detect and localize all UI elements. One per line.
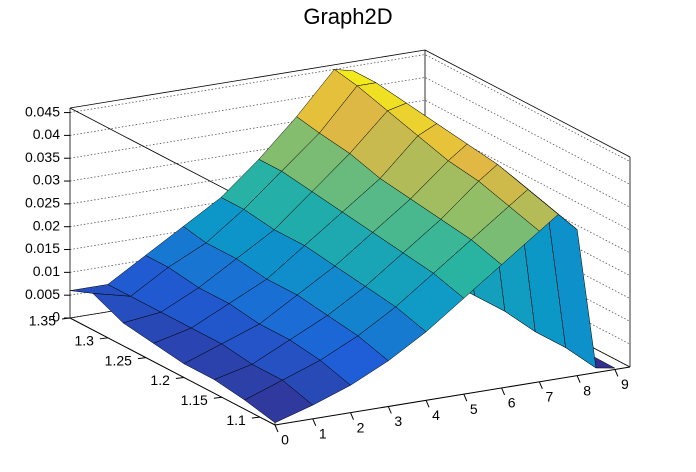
y-tick-label: 1.1 bbox=[226, 412, 246, 428]
y-tick-label: 1.15 bbox=[181, 392, 208, 408]
z-tick-label: 0.03 bbox=[33, 172, 60, 188]
grid-line bbox=[69, 76, 631, 185]
grid-line bbox=[69, 122, 631, 231]
y-tick bbox=[99, 337, 109, 340]
z-tick-label: 0.015 bbox=[25, 240, 60, 256]
y-tick bbox=[175, 376, 184, 379]
x-tick bbox=[501, 387, 506, 396]
z-tick-label: 0 bbox=[52, 309, 60, 325]
grid-line bbox=[69, 99, 631, 208]
x-tick bbox=[350, 412, 354, 420]
z-tick-label: 0.045 bbox=[25, 103, 60, 119]
grid-line bbox=[69, 168, 631, 277]
z-tick-label: 0.01 bbox=[33, 263, 60, 279]
chart-title: Graph2D bbox=[303, 4, 392, 29]
x-tick bbox=[463, 393, 468, 402]
x-tick-label: 3 bbox=[394, 413, 402, 429]
box-edge bbox=[69, 49, 426, 109]
box-edge bbox=[424, 49, 631, 158]
x-tick-label: 0 bbox=[281, 432, 289, 448]
y-axis bbox=[69, 317, 276, 426]
y-tick bbox=[213, 396, 222, 399]
z-tick-label: 0.005 bbox=[25, 286, 60, 302]
x-tick bbox=[425, 400, 430, 408]
x-tick bbox=[576, 375, 581, 383]
x-tick-label: 2 bbox=[357, 419, 365, 435]
x-tick-label: 7 bbox=[545, 389, 553, 405]
y-tick-label: 1.25 bbox=[105, 352, 132, 368]
x-tick bbox=[614, 369, 619, 377]
x-tick bbox=[312, 418, 317, 427]
z-tick-label: 0.04 bbox=[33, 126, 60, 142]
x-tick-label: 4 bbox=[432, 407, 440, 423]
y-tick bbox=[137, 357, 146, 360]
x-tick-label: 1 bbox=[319, 426, 327, 442]
surface-patch bbox=[244, 379, 314, 424]
x-tick bbox=[274, 424, 279, 433]
z-tick-label: 0.025 bbox=[25, 195, 60, 211]
x-tick-label: 9 bbox=[621, 376, 629, 392]
y-tick-label: 1.3 bbox=[74, 333, 94, 349]
x-axis bbox=[274, 366, 631, 426]
grid-line bbox=[69, 145, 631, 254]
y-tick-label: 1.35 bbox=[29, 313, 56, 329]
x-tick-label: 5 bbox=[470, 401, 478, 417]
z-tick-label: 0.02 bbox=[33, 217, 60, 233]
x-tick bbox=[538, 381, 543, 390]
x-tick bbox=[387, 406, 392, 414]
x-tick-label: 6 bbox=[508, 395, 516, 411]
x-tick-label: 8 bbox=[583, 382, 591, 398]
z-tick-label: 0.035 bbox=[25, 149, 60, 165]
y-tick-label: 1.2 bbox=[150, 372, 170, 388]
grid-line bbox=[69, 54, 631, 162]
y-tick bbox=[251, 416, 260, 419]
